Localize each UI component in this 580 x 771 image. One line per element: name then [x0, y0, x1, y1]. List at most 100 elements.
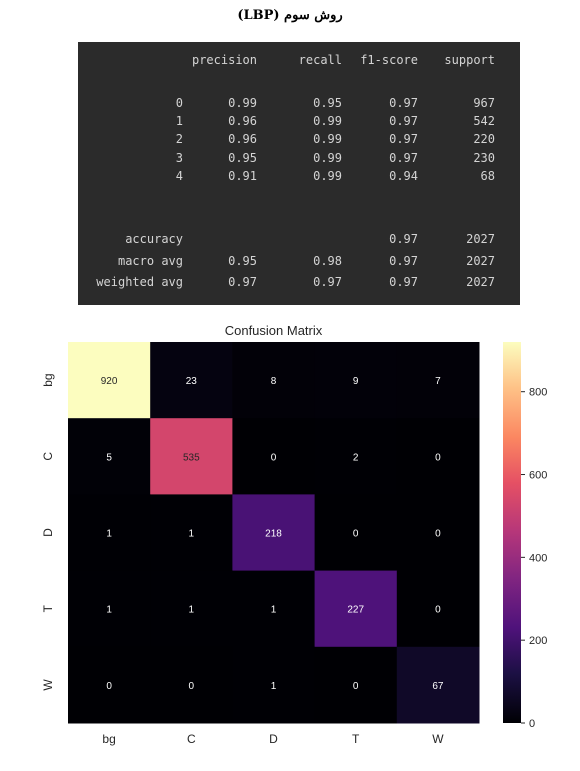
x-tick-label: W	[432, 732, 444, 746]
x-tick-label: bg	[102, 732, 115, 746]
report-cell: 0.97	[313, 275, 342, 289]
heatmap-cell-value: 535	[183, 452, 200, 463]
report-cell: 542	[473, 114, 495, 129]
report-cell: 0.96	[228, 132, 257, 147]
heatmap-cell	[396, 418, 480, 495]
heatmap-cell-value: 1	[106, 529, 112, 540]
report-cell: 0.97	[389, 114, 418, 129]
report-cell: 0.97	[389, 132, 418, 147]
heatmap-cell	[396, 494, 480, 572]
colorbar-tick-label: 600	[529, 470, 547, 482]
heatmap-cell-value: 7	[435, 376, 441, 387]
heatmap-cell-value: 0	[435, 605, 441, 616]
report-cell: 68	[480, 168, 495, 183]
report-cell: 0.97	[389, 253, 418, 268]
report-cell: 0.91	[228, 168, 257, 183]
report-cell: 0.99	[313, 132, 342, 147]
report-summary-label: accuracy	[125, 232, 183, 246]
heatmap-cell	[68, 646, 151, 724]
heatmap-cell-value: 2	[353, 452, 359, 463]
heatmap-cell	[314, 418, 398, 495]
report-cell: 0.94	[389, 168, 418, 183]
heatmap-cell	[150, 494, 233, 572]
report-header: recall	[298, 53, 342, 67]
heatmap-cell	[232, 342, 316, 419]
heatmap-cell-value: 1	[189, 605, 195, 616]
report-header: f1-score	[360, 53, 418, 67]
heatmap-cell-value: 0	[353, 529, 359, 540]
report-cell: 2027	[466, 232, 495, 246]
heatmap-cell-value: 23	[186, 376, 198, 387]
heatmap-cell-value: 5	[106, 452, 112, 463]
heatmap-cell-value: 8	[271, 376, 277, 387]
report-row-label: 1	[175, 114, 183, 129]
heatmap-cell-value: 9	[353, 376, 359, 387]
heatmap-cell	[68, 418, 151, 495]
x-tick-label: C	[187, 732, 196, 746]
colorbar	[503, 342, 521, 723]
report-cell: 0.95	[228, 253, 257, 268]
colorbar-tick-label: 800	[529, 387, 547, 399]
colorbar-tick-label: 200	[529, 635, 547, 647]
heatmap-cell	[150, 570, 233, 648]
report-cell: 0.97	[389, 232, 418, 246]
colorbar-tick-label: 0	[529, 718, 535, 730]
heatmap-cell	[314, 646, 398, 724]
heatmap-cell-value: 0	[271, 452, 277, 463]
heatmap-cell	[150, 342, 233, 419]
heatmap-cell	[232, 418, 316, 495]
y-tick-label: C	[41, 452, 55, 461]
heatmap-cell-value: 1	[271, 605, 277, 616]
heatmap-cell	[314, 342, 398, 419]
report-row-label: 3	[175, 150, 183, 165]
report-cell: 0.98	[313, 253, 342, 268]
y-tick-label: D	[41, 528, 55, 537]
heatmap-cell-value: 218	[265, 529, 282, 540]
report-cell: 2027	[466, 275, 495, 289]
x-tick-label: D	[269, 732, 278, 746]
heatmap-cell	[68, 494, 151, 572]
report-row-label: 4	[175, 168, 183, 183]
y-tick-label: bg	[41, 373, 55, 386]
report-cell: 0.96	[228, 114, 257, 129]
report-cell: 230	[473, 150, 495, 165]
heatmap-cell	[68, 342, 151, 419]
x-tick-label: T	[352, 732, 360, 746]
heatmap-cell	[232, 646, 316, 724]
heatmap-cell-value: 0	[353, 681, 359, 692]
report-cell: 0.99	[313, 168, 342, 183]
heatmap-cell	[314, 570, 398, 648]
heatmap-cell-value: 67	[432, 681, 444, 692]
report-cell: 0.99	[313, 150, 342, 165]
report-cell: 0.99	[313, 114, 342, 129]
heatmap-cell	[396, 646, 480, 724]
report-cell: 0.97	[389, 150, 418, 165]
heatmap-cell-value: 1	[106, 605, 112, 616]
report-cell: 0.97	[389, 96, 418, 110]
heatmap-cell-value: 0	[435, 529, 441, 540]
heatmap-cell	[314, 494, 398, 572]
y-tick-label: W	[41, 679, 55, 691]
report-cell: 967	[473, 96, 495, 110]
heatmap-cell	[150, 646, 233, 724]
classification-report: precision recall f1-score support 0 0.99 0.95 0…	[78, 42, 520, 305]
heatmap-cell-value: 1	[271, 681, 277, 692]
heatmap-cell	[232, 494, 316, 572]
report-cell: 0.95	[228, 150, 257, 165]
report-row-label: 0	[175, 96, 183, 110]
heatmap-cell	[396, 570, 480, 648]
heatmap-cell-value: 0	[106, 681, 112, 692]
y-tick-label: T	[41, 604, 55, 612]
heatmap-cell	[150, 418, 233, 495]
heatmap-cell	[232, 570, 316, 648]
report-cell: 0.97	[389, 275, 418, 289]
heatmap-cell-value: 0	[435, 452, 441, 463]
heatmap-cell	[396, 342, 480, 419]
heatmap-cell-value: 1	[189, 529, 195, 540]
heatmap-cell-value: 920	[101, 376, 118, 387]
report-cell: 2027	[466, 253, 495, 268]
report-summary-label: macro avg	[117, 253, 183, 268]
report-cell: 0.99	[228, 96, 257, 110]
report-row-label: 2	[175, 132, 183, 147]
